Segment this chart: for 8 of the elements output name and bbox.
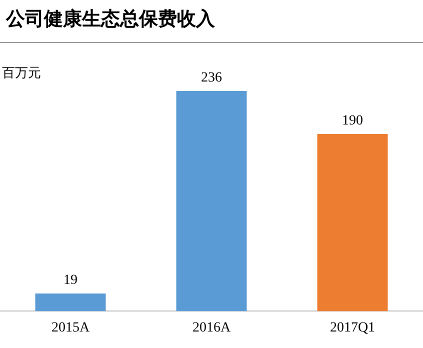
y-axis-title: 百万元 <box>2 65 41 82</box>
chart-title: 公司健康生态总保费收入 <box>6 7 215 32</box>
x-tick-label: 2016A <box>192 320 232 336</box>
data-label: 190 <box>342 114 363 129</box>
x-tick-label: 2015A <box>51 320 90 336</box>
data-label: 236 <box>201 70 222 86</box>
data-label: 19 <box>64 273 78 288</box>
x-tick-label: 2017Q1 <box>330 320 376 336</box>
